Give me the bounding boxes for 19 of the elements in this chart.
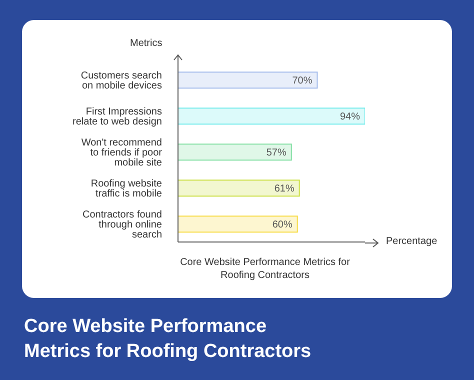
data-label: 61%	[274, 184, 294, 195]
data-label: 57%	[266, 148, 286, 159]
data-label: 70%	[292, 76, 312, 87]
bar	[178, 180, 300, 197]
y-tick-label: Contractors found through online search	[82, 210, 162, 241]
bar	[178, 144, 292, 161]
text: Core Website Performance Metrics for Roofing Contractors	[24, 315, 312, 364]
bar	[178, 72, 318, 89]
y-tick-label: Customers search on mobile devices	[80, 70, 162, 92]
text: Core Website Performance Metrics for Roofing Contractors	[179, 256, 351, 282]
bar	[178, 216, 298, 233]
y-tick-label: Roofing website traffic is mobile	[90, 178, 162, 200]
x-axis-title: Percentage	[386, 236, 438, 247]
y-axis-title: Metrics	[130, 38, 164, 49]
data-label: 94%	[340, 112, 360, 123]
y-tick-label: First Impressions relate to web design	[72, 106, 162, 128]
data-label: 60%	[272, 220, 292, 231]
y-tick-label: Won't recommend to friends if poor mobile site	[81, 138, 163, 169]
bar	[178, 108, 365, 125]
